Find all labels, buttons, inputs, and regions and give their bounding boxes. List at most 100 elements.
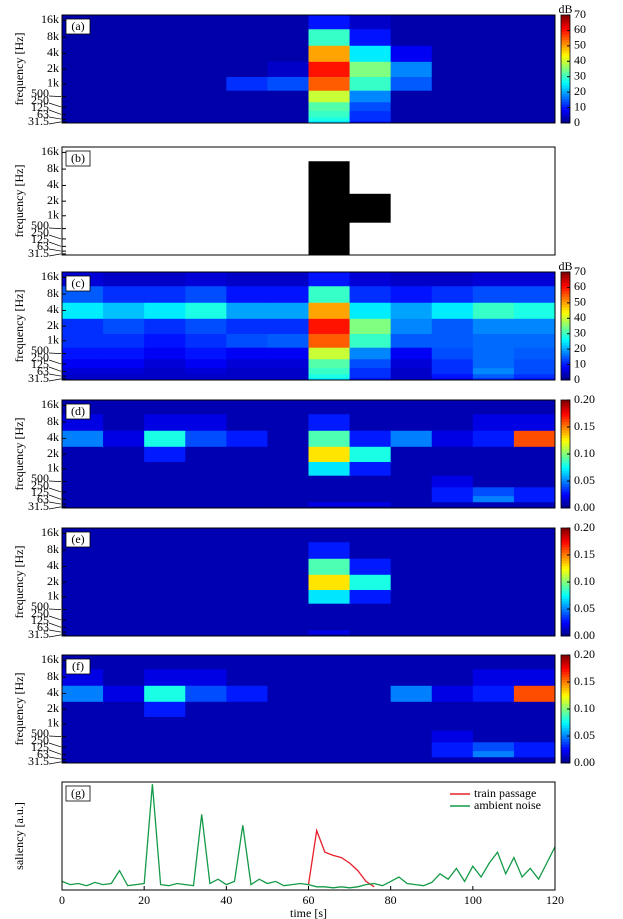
tick-leader — [48, 241, 62, 247]
heat-cell — [267, 373, 309, 378]
tick-leader — [48, 761, 62, 765]
colorbar-frame — [560, 14, 571, 124]
heat-cell — [144, 15, 186, 30]
heat-cell — [185, 528, 227, 543]
heat-cell — [267, 668, 309, 686]
heat-cell — [144, 574, 186, 590]
colorbar-step — [561, 760, 570, 764]
colorbar-step — [561, 730, 570, 734]
heat-cell — [185, 574, 227, 590]
colorbar-step — [561, 703, 570, 707]
colorbar-step — [561, 706, 570, 710]
heat-cell — [144, 233, 186, 244]
y-tick-label: 2k — [47, 446, 59, 460]
colorbar-step — [561, 690, 570, 694]
heat-cell — [308, 446, 351, 462]
y-tick-label: 2k — [47, 318, 59, 332]
heat-cell — [103, 603, 145, 616]
colorbar-step — [561, 101, 570, 105]
heat-cell — [185, 242, 227, 250]
heat-cell — [349, 623, 392, 631]
heat-cell — [267, 285, 309, 303]
heat-cell — [308, 272, 351, 287]
colorbar-step — [561, 598, 570, 602]
heat-cell — [144, 541, 186, 559]
heat-cell — [226, 756, 268, 761]
heat-cell — [390, 358, 433, 369]
colorbar-step — [561, 660, 570, 664]
tick-leader — [48, 622, 62, 628]
heat-cell — [390, 495, 433, 503]
heat-cell — [349, 318, 392, 334]
heat-cell — [62, 358, 104, 369]
colorbar-step — [561, 546, 570, 551]
heat-cell — [308, 461, 351, 476]
heat-cell — [144, 333, 186, 348]
heat-cell — [62, 116, 104, 121]
heat-cell — [513, 61, 556, 77]
panel-label: (a) — [71, 19, 84, 33]
heat-cell — [144, 177, 186, 194]
y-tick-label: 4k — [47, 430, 59, 444]
colorbar-step — [561, 698, 570, 702]
heat-cell — [144, 45, 186, 62]
heat-cell — [308, 367, 351, 375]
colorbar-step — [561, 682, 570, 686]
colorbar-step — [561, 665, 570, 669]
y-tick-label: 125 — [31, 357, 49, 371]
y-tick-label: 125 — [31, 232, 49, 246]
y-axis-label: frequency [Hz] — [12, 418, 26, 491]
heat-cell — [267, 685, 309, 702]
tick-leader — [48, 352, 62, 354]
heat-cell — [103, 373, 145, 378]
heat-cell — [513, 701, 556, 717]
heat-cell — [308, 252, 351, 256]
heat-cell — [185, 475, 227, 488]
colorbar-step — [561, 587, 570, 591]
heat-cell — [431, 750, 474, 758]
heat-cell — [144, 589, 186, 604]
heat-cell — [62, 614, 104, 625]
heat-cell — [308, 90, 351, 103]
heat-cell — [349, 655, 392, 670]
heat-cell — [226, 730, 268, 743]
heat-cell — [513, 222, 556, 235]
colorbar-step — [561, 679, 570, 683]
heat-cell — [62, 701, 104, 717]
heat-cell — [390, 750, 433, 758]
heat-cell — [267, 541, 309, 559]
heat-cell — [226, 741, 268, 752]
colorbar-step — [561, 52, 570, 56]
heat-cell — [472, 685, 515, 702]
y-tick-label: 16k — [41, 269, 59, 283]
heat-cell — [267, 177, 309, 194]
heat-cell — [185, 248, 227, 253]
y-tick-label: 250 — [31, 225, 49, 239]
colorbar-step — [561, 299, 570, 303]
heat-cell — [103, 285, 145, 303]
heat-cell — [308, 541, 351, 559]
heat-cell — [226, 430, 268, 447]
heat-cell — [103, 430, 145, 447]
heat-cell — [349, 528, 392, 543]
heat-cell — [226, 486, 268, 497]
colorbar-step — [561, 467, 570, 471]
heat-cell — [103, 741, 145, 752]
colorbar-step — [561, 410, 570, 414]
heat-cell — [185, 177, 227, 194]
heat-cell — [103, 589, 145, 604]
colorbar-step — [561, 277, 570, 281]
colorbar-step — [561, 754, 570, 759]
y-tick-label: 31.5 — [28, 246, 49, 260]
heat-cell — [226, 302, 268, 319]
colorbar-label: 0.20 — [574, 520, 595, 534]
heat-cell — [144, 367, 186, 375]
y-tick-label: 4k — [47, 45, 59, 59]
heat-cell — [185, 633, 227, 637]
heat-cell — [226, 461, 268, 476]
heat-cell — [349, 461, 392, 476]
heat-cell — [431, 730, 474, 743]
heat-cell — [103, 701, 145, 717]
heat-cell — [431, 629, 474, 634]
heat-cell — [103, 760, 145, 764]
